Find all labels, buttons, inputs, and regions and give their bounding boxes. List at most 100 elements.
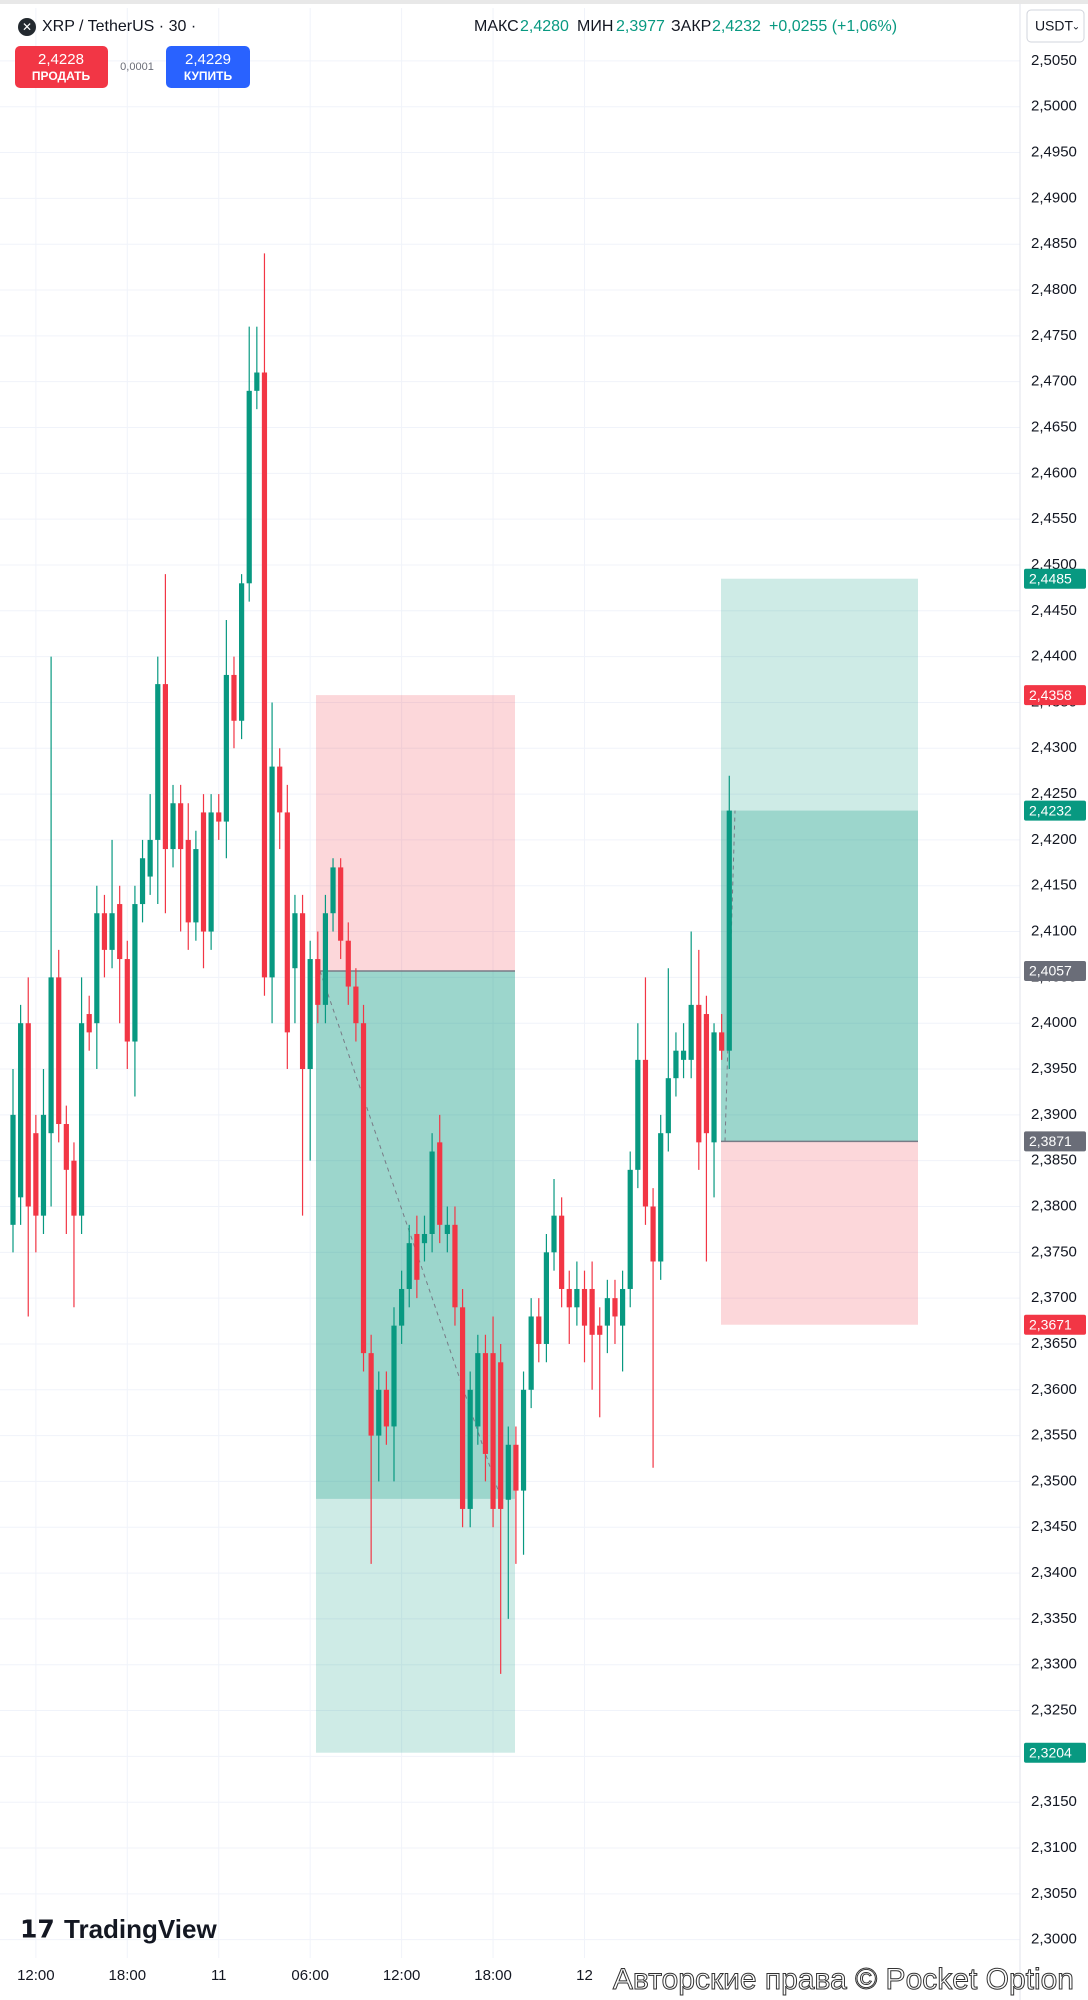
candle-body (520, 1389, 527, 1491)
candle-body (315, 959, 321, 1005)
candle-body (48, 977, 54, 1134)
sell-label[interactable]: ПРОДАТЬ (32, 69, 91, 83)
candle-body (338, 867, 344, 941)
candle-body (162, 684, 168, 850)
y-tick-label: 2,4850 (1031, 235, 1077, 252)
candle-body (109, 913, 115, 950)
y-tick-label: 2,3550 (1031, 1427, 1077, 1444)
x-tick-label: 12 (576, 1967, 593, 1984)
y-tick-label: 2,4800 (1031, 281, 1077, 298)
branding: TradingView (64, 1914, 217, 1944)
positions (316, 578, 918, 1753)
change: +0,0255 (+1,06%) (769, 18, 897, 35)
price-label-box (1024, 685, 1086, 706)
y-tick-label: 2,4450 (1031, 602, 1077, 619)
stop-zone (721, 1141, 918, 1325)
candle-body (124, 959, 130, 1042)
symbol: XRP / TetherUS · 30 · (42, 18, 196, 35)
candle-body (498, 1362, 504, 1509)
candle-body (101, 913, 108, 950)
candle-body (261, 372, 268, 978)
y-tick-label: 2,3950 (1031, 1060, 1077, 1077)
candle-body (63, 1124, 69, 1170)
candle-body (406, 1243, 412, 1289)
candle-body (696, 1004, 702, 1143)
candle-body (71, 1160, 77, 1216)
y-tick-label: 2,3600 (1031, 1381, 1077, 1398)
candle-body (536, 1316, 542, 1344)
sell-button[interactable] (15, 46, 108, 88)
price-label-box (1024, 1314, 1086, 1335)
candle-body (680, 1050, 687, 1060)
y-tick-label: 2,3750 (1031, 1243, 1077, 1260)
currency[interactable]: USDT (1035, 18, 1074, 34)
x-tick-label: 12:00 (383, 1967, 421, 1984)
candle-body (368, 1353, 374, 1436)
top-bar (0, 0, 1088, 4)
buy-button[interactable] (166, 46, 250, 88)
candle-body (193, 849, 199, 923)
y-tick-label: 2,4550 (1031, 510, 1077, 527)
price-label: 2,3204 (1029, 1744, 1072, 1760)
candle-body (719, 1032, 725, 1051)
x-tick-label: 11 (211, 1967, 227, 1984)
watermark: Авторские права © Pocket Option (613, 1963, 1074, 1996)
candle-body (551, 1215, 557, 1253)
candle-body (475, 1353, 481, 1427)
buy-label[interactable]: КУПИТЬ (184, 69, 233, 83)
stat-label: МАКС (474, 18, 519, 35)
candle-body (10, 1114, 16, 1225)
y-tick-label: 2,4300 (1031, 739, 1077, 756)
y-tick-label: 2,3700 (1031, 1289, 1077, 1306)
candle-body (170, 803, 176, 850)
price-label: 2,3671 (1029, 1316, 1072, 1332)
candle-body (604, 1298, 610, 1326)
spread: 0,0001 (120, 61, 154, 73)
candle-body (56, 977, 62, 1125)
candle-body (597, 1325, 603, 1335)
dropdown-arrow: ⌄ (1072, 22, 1080, 33)
candle-body (459, 1307, 466, 1509)
target-zone (316, 970, 515, 1753)
candle-body (292, 913, 298, 969)
stat-value: 2,4232 (712, 18, 761, 35)
stat-value: 2,3977 (616, 18, 665, 35)
candle-body (581, 1288, 588, 1326)
candle-body (117, 904, 123, 960)
filled-zone (721, 810, 918, 1142)
y-tick-label: 2,4250 (1031, 785, 1077, 802)
candle-body (33, 1133, 39, 1216)
y-tick-label: 2,3650 (1031, 1335, 1077, 1352)
candle-body (688, 1004, 694, 1060)
candle-body (345, 940, 351, 987)
price-label-box (1024, 800, 1086, 821)
candle-body (155, 684, 161, 840)
candle-body (421, 1233, 428, 1244)
candle-body (711, 1032, 717, 1143)
price-label-box (1024, 960, 1086, 981)
price-label-box (1024, 1131, 1086, 1152)
y-tick-label: 2,3100 (1031, 1839, 1077, 1856)
y-tick-label: 2,3800 (1031, 1197, 1077, 1214)
sell-price[interactable]: 2,4228 (38, 51, 84, 68)
grid (0, 8, 1020, 1958)
y-tick-label: 2,4150 (1031, 877, 1077, 894)
x-tick-label: 06:00 (291, 1967, 329, 1984)
symbol-icon (18, 18, 36, 36)
candle-body (208, 812, 214, 932)
y-tick-label: 2,4600 (1031, 464, 1077, 481)
candle-body (322, 913, 329, 1005)
candle-body (543, 1252, 549, 1344)
candle-body (505, 1444, 511, 1500)
currency-select[interactable] (1026, 9, 1085, 43)
y-tick-label: 2,4700 (1031, 373, 1077, 390)
candle-body (185, 839, 191, 923)
y-tick-label: 2,4650 (1031, 418, 1077, 435)
candle-body (132, 904, 138, 1042)
price-label: 2,4057 (1029, 963, 1072, 979)
y-tick-label: 2,4500 (1031, 556, 1077, 573)
y-tick-label: 2,4100 (1031, 923, 1077, 940)
candle-body (635, 1059, 641, 1170)
price-label: 2,4232 (1029, 802, 1072, 818)
buy-price[interactable]: 2,4229 (185, 51, 231, 68)
